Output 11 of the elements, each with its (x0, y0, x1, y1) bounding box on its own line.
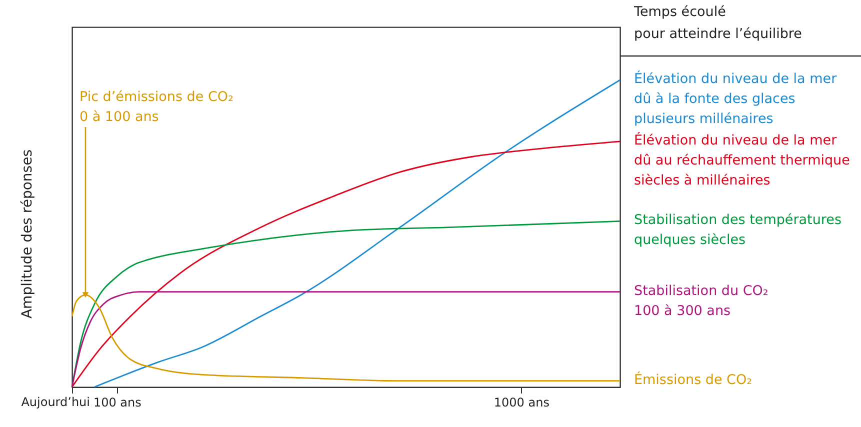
series-label: Élévation du niveau de la mer dû à la fonte des glaces plusieurs millénaires (634, 70, 838, 127)
series-label: Émissions de CO₂ (634, 370, 752, 388)
series-label: Élévation du niveau de la mer dû au réchauffement thermique siècles à millénaires (634, 131, 850, 188)
series-label: Stabilisation des températures quelques siècles (634, 212, 842, 248)
annotation: Aujourd’hui (21, 395, 90, 409)
annotation: Pic d’émissions de CO₂ 0 à 100 ans (79, 89, 234, 125)
legend-title: Temps écoulé pour atteindre l’équilibre (633, 4, 802, 42)
y-axis-title: Amplitude des réponses (20, 149, 36, 319)
x-tick-label: 100 ans (93, 396, 142, 410)
x-tick-label: 1000 ans (494, 396, 550, 410)
series-label: Stabilisation du CO₂ 100 à 300 ans (634, 282, 768, 319)
